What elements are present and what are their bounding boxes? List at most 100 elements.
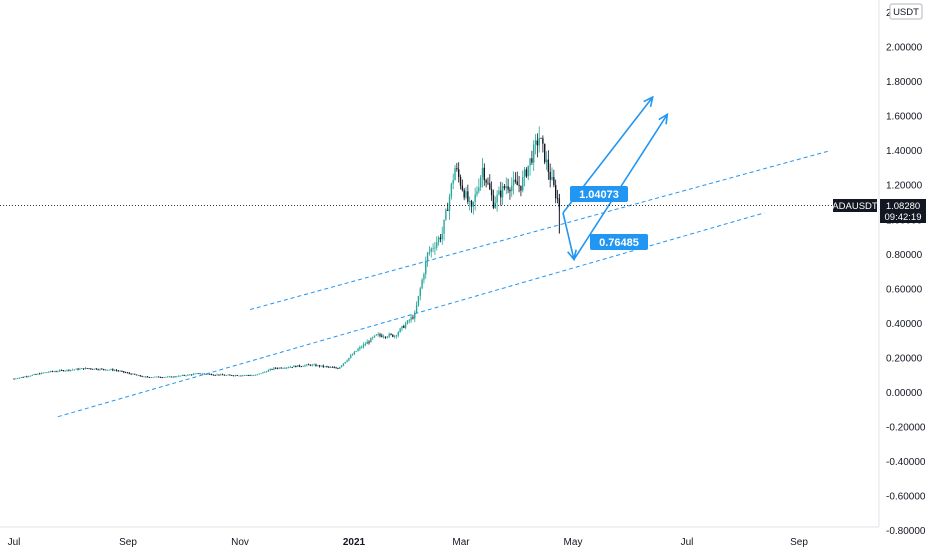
candle-body [262, 372, 264, 374]
candle-body [496, 194, 498, 203]
candle-body [201, 373, 204, 375]
candle-body [307, 364, 310, 366]
price-axis[interactable]: 2.00000 1.80000 1.60000 1.40000 1.20000 0.800… [878, 0, 926, 537]
time-axis[interactable]: Jul Sep Nov 2021 Mar May Jul Sep [0, 526, 879, 548]
price-tick-label: 1.80000 [886, 77, 923, 88]
candle-body [417, 296, 420, 306]
candle-body [57, 371, 59, 373]
projection-arrow[interactable] [562, 212, 575, 260]
candle-body [15, 378, 17, 380]
candle-body [79, 368, 81, 370]
candle-body [179, 375, 182, 377]
candle-body [51, 371, 54, 372]
candle-body [390, 334, 392, 335]
candle-body [467, 191, 469, 202]
currency-badge[interactable]: USDT [889, 3, 923, 20]
candle-body [320, 365, 323, 367]
candle-body [498, 190, 500, 195]
candle-body [119, 370, 121, 372]
candle-body [16, 378, 19, 380]
candle-body [456, 168, 458, 170]
candle-body [293, 365, 295, 368]
symbol-badge: ADAUSDT [832, 199, 878, 212]
candle-body [280, 367, 282, 369]
time-tick-label: Jul [681, 537, 694, 548]
price-callout[interactable]: 1.04073 [570, 186, 628, 202]
candle-body [333, 367, 335, 369]
candle-body [525, 169, 528, 177]
projection-arrow-head [643, 95, 654, 108]
candle-body [311, 364, 313, 366]
candle-body [545, 159, 548, 163]
candle-body [192, 373, 195, 375]
channel-lower-line[interactable] [57, 212, 765, 418]
candle-body [364, 344, 367, 345]
candle-body [234, 375, 237, 376]
candle-body [304, 365, 306, 367]
candle-body [167, 376, 169, 378]
candle-body [55, 371, 57, 373]
candle-body [348, 357, 350, 361]
candle-body [381, 335, 383, 337]
candle-body [260, 373, 262, 375]
candle-body [516, 181, 518, 186]
candle-body [82, 368, 85, 370]
candle-body [264, 371, 266, 373]
candle-body [199, 373, 202, 375]
candle-body [178, 375, 180, 377]
candle-body [229, 374, 231, 376]
candle-body [511, 185, 513, 192]
candle-body [73, 369, 76, 371]
price-callout-label: 1.04073 [579, 189, 619, 201]
candle-body [59, 370, 61, 372]
candle-body [196, 373, 198, 375]
candle-body [29, 375, 32, 377]
candle-body [317, 365, 319, 367]
candle-body [463, 190, 465, 198]
candle-body [403, 326, 405, 328]
candle-body [556, 198, 559, 200]
candle-body [408, 320, 410, 322]
candle-body [157, 376, 160, 378]
candle-body [540, 137, 542, 139]
candle-body [95, 368, 98, 370]
candle-body [445, 209, 447, 220]
candle-body [313, 364, 315, 366]
candle-body [24, 376, 26, 378]
candle-body [145, 376, 147, 378]
candle-body [414, 312, 416, 319]
candle-body [485, 180, 487, 183]
candle-body [49, 371, 52, 372]
price-callout[interactable]: 0.76485 [590, 234, 648, 250]
candle-body [194, 373, 196, 375]
price-tick-label: -0.40000 [886, 457, 926, 468]
candle-body [115, 370, 118, 371]
candle-body [42, 372, 44, 374]
candle-body [148, 377, 151, 378]
candle-body [187, 374, 189, 376]
candle-body [544, 143, 546, 163]
time-tick-label: Mar [452, 537, 470, 548]
candle-body [66, 369, 68, 371]
countdown-label: 09:42:19 [885, 212, 922, 223]
candle-body [507, 186, 509, 190]
candle-body [397, 332, 399, 336]
candle-body [37, 373, 39, 375]
candle-body [371, 337, 374, 339]
candle-body [71, 369, 74, 371]
channel-upper-line[interactable] [249, 150, 831, 311]
candle-body [375, 334, 378, 336]
candle-body [113, 370, 116, 371]
currency-label: USDT [893, 7, 919, 18]
candle-body [505, 186, 507, 189]
candle-body [443, 219, 445, 234]
candle-body [322, 365, 324, 367]
candle-body [75, 368, 77, 370]
candle-body [238, 375, 240, 377]
price-tick-label: -0.20000 [886, 423, 926, 434]
candle-body [554, 185, 557, 199]
candle-body [527, 165, 529, 177]
candle-body [423, 274, 425, 280]
candle-body [273, 367, 275, 370]
